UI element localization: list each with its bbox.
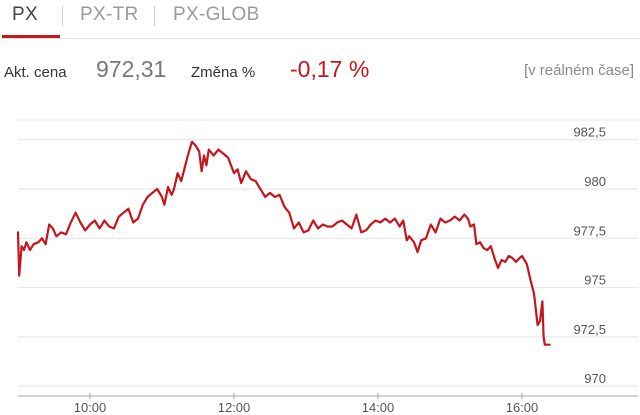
price-value: 972,31 — [96, 56, 167, 82]
y-axis-ticks: 970 972,5 975 977,5 980 982,5 — [573, 125, 606, 386]
index-stats: Akt. cena 972,31 Změna % -0,17 % [v reál… — [0, 56, 640, 86]
series-layer — [16, 140, 551, 346]
price-label: Akt. cena — [4, 64, 67, 81]
gridlines — [18, 119, 638, 387]
x-tick-label: 16:00 — [506, 400, 539, 415]
y-tick-label: 972,5 — [573, 322, 606, 337]
y-tick-label: 977,5 — [573, 223, 606, 238]
x-axis-ticks: 10:00 12:00 14:00 16:00 — [18, 393, 638, 415]
x-tick-label: 10:00 — [74, 400, 107, 415]
y-tick-label: 970 — [584, 371, 606, 386]
tab-px-glob[interactable]: PX-GLOB — [173, 4, 260, 25]
tab-separator — [62, 6, 63, 26]
active-tab-indicator — [2, 35, 60, 38]
y-tick-label: 975 — [584, 273, 606, 288]
change-label: Změna % — [191, 64, 256, 81]
change-value: -0,17 % — [290, 56, 370, 82]
y-tick-label: 980 — [584, 174, 606, 189]
x-tick-label: 12:00 — [218, 400, 251, 415]
price-series-line — [16, 140, 551, 346]
tab-px[interactable]: PX — [12, 4, 38, 25]
x-tick-label: 14:00 — [362, 400, 395, 415]
index-tabs: PX PX-TR PX-GLOB — [0, 0, 640, 39]
tab-px-tr[interactable]: PX-TR — [80, 4, 139, 25]
realtime-indicator: [v reálném čase] — [523, 62, 634, 79]
y-tick-label: 982,5 — [573, 125, 606, 140]
tab-separator — [154, 6, 155, 26]
